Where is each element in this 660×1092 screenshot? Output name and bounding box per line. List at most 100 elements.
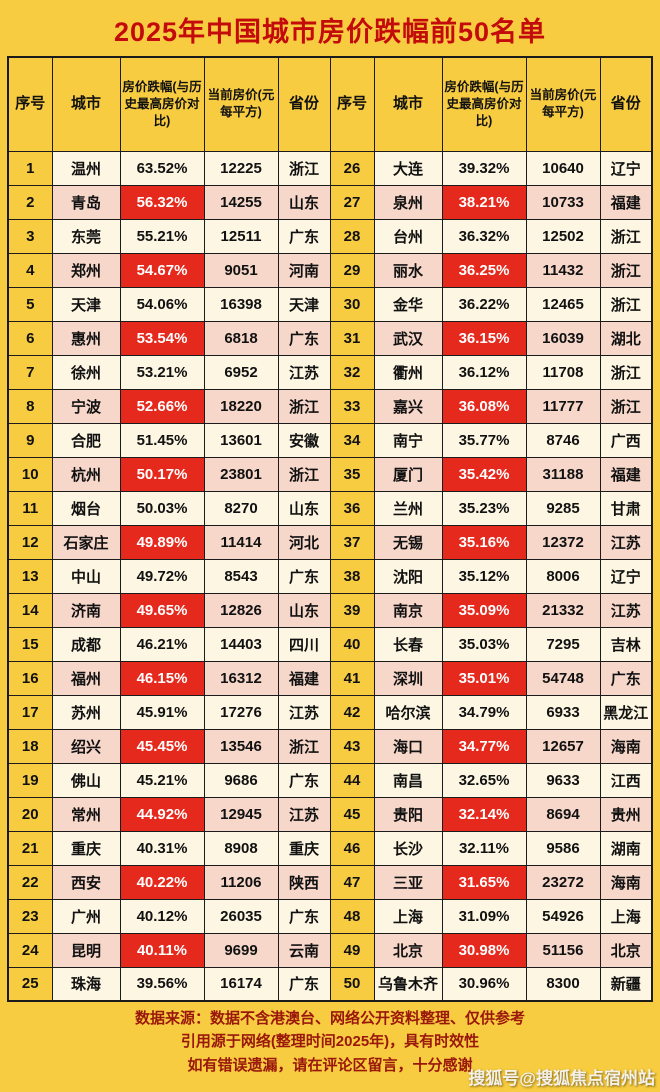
cell-rank: 1 xyxy=(7,150,53,186)
cell-drop: 34.79% xyxy=(441,694,527,730)
cell-city: 武汉 xyxy=(373,320,443,356)
cell-city: 珠海 xyxy=(51,966,121,1002)
cell-rank: 38 xyxy=(329,558,375,594)
cell-drop: 35.16% xyxy=(441,524,527,560)
cell-province: 辽宁 xyxy=(599,558,653,594)
col-header-price: 当前房价(元每平方) xyxy=(203,56,279,152)
cell-price: 14255 xyxy=(203,184,279,220)
cell-drop: 40.31% xyxy=(119,830,205,866)
cell-price: 8270 xyxy=(203,490,279,526)
cell-rank: 49 xyxy=(329,932,375,968)
cell-province: 广东 xyxy=(277,966,331,1002)
cell-drop: 54.06% xyxy=(119,286,205,322)
cell-city: 哈尔滨 xyxy=(373,694,443,730)
cell-price: 16312 xyxy=(203,660,279,696)
cell-price: 9633 xyxy=(525,762,601,798)
cell-price: 9699 xyxy=(203,932,279,968)
cell-price: 9051 xyxy=(203,252,279,288)
cell-city: 昆明 xyxy=(51,932,121,968)
cell-province: 重庆 xyxy=(277,830,331,866)
cell-city: 丽水 xyxy=(373,252,443,288)
cell-province: 广东 xyxy=(277,320,331,356)
table-row: 5 天津 54.06% 16398 天津 30 金华 36.22% 12465 浙江 xyxy=(7,286,653,322)
cell-rank: 17 xyxy=(7,694,53,730)
table-row: 21 重庆 40.31% 8908 重庆 46 长沙 32.11% 9586 湖南 xyxy=(7,830,653,866)
cell-price: 6933 xyxy=(525,694,601,730)
cell-province: 江苏 xyxy=(599,592,653,628)
cell-drop: 46.15% xyxy=(119,660,205,696)
cell-city: 重庆 xyxy=(51,830,121,866)
col-header-rank: 序号 xyxy=(329,56,375,152)
cell-city: 乌鲁木齐 xyxy=(373,966,443,1002)
watermark: 搜狐号@搜狐焦点宿州站 xyxy=(468,1069,655,1088)
cell-city: 大连 xyxy=(373,150,443,186)
cell-drop: 50.03% xyxy=(119,490,205,526)
cell-drop: 35.09% xyxy=(441,592,527,628)
cell-province: 浙江 xyxy=(599,354,653,390)
table-row: 9 合肥 51.45% 13601 安徽 34 南宁 35.77% 8746 广西 xyxy=(7,422,653,458)
cell-province: 甘肃 xyxy=(599,490,653,526)
cell-city: 合肥 xyxy=(51,422,121,458)
cell-price: 7295 xyxy=(525,626,601,662)
cell-rank: 27 xyxy=(329,184,375,220)
page-title: 2025年中国城市房价跌幅前50名单 xyxy=(113,17,547,47)
cell-city: 苏州 xyxy=(51,694,121,730)
cell-rank: 9 xyxy=(7,422,53,458)
cell-price: 12826 xyxy=(203,592,279,628)
cell-city: 南京 xyxy=(373,592,443,628)
cell-rank: 22 xyxy=(7,864,53,900)
cell-rank: 19 xyxy=(7,762,53,798)
cell-city: 南宁 xyxy=(373,422,443,458)
cell-drop: 32.11% xyxy=(441,830,527,866)
cell-price: 13601 xyxy=(203,422,279,458)
col-header-rank: 序号 xyxy=(7,56,53,152)
cell-price: 11708 xyxy=(525,354,601,390)
cell-drop: 35.12% xyxy=(441,558,527,594)
cell-drop: 36.08% xyxy=(441,388,527,424)
cell-price: 12945 xyxy=(203,796,279,832)
cell-price: 14403 xyxy=(203,626,279,662)
cell-rank: 6 xyxy=(7,320,53,356)
cell-price: 10640 xyxy=(525,150,601,186)
cell-rank: 11 xyxy=(7,490,53,526)
cell-city: 兰州 xyxy=(373,490,443,526)
cell-rank: 32 xyxy=(329,354,375,390)
cell-rank: 46 xyxy=(329,830,375,866)
cell-drop: 49.89% xyxy=(119,524,205,560)
cell-rank: 13 xyxy=(7,558,53,594)
cell-price: 13546 xyxy=(203,728,279,764)
footer-line: 引用源于网络(整理时间2025年)，具有时效性 xyxy=(180,1033,480,1051)
cell-drop: 50.17% xyxy=(119,456,205,492)
cell-rank: 25 xyxy=(7,966,53,1002)
cell-rank: 24 xyxy=(7,932,53,968)
cell-price: 51156 xyxy=(525,932,601,968)
cell-city: 三亚 xyxy=(373,864,443,900)
cell-city: 海口 xyxy=(373,728,443,764)
cell-drop: 34.77% xyxy=(441,728,527,764)
cell-province: 广东 xyxy=(277,762,331,798)
footer-line: 数据来源：数据不含港澳台、网络公开资料整理、仅供参考 xyxy=(134,1010,525,1027)
cell-rank: 50 xyxy=(329,966,375,1002)
cell-province: 北京 xyxy=(599,932,653,968)
col-header-drop: 房价跌幅(与历史最高房价对比) xyxy=(119,56,205,152)
table-row: 24 昆明 40.11% 9699 云南 49 北京 30.98% 51156 北京 xyxy=(7,932,653,968)
cell-drop: 45.91% xyxy=(119,694,205,730)
cell-province: 陕西 xyxy=(277,864,331,900)
cell-province: 上海 xyxy=(599,898,653,934)
cell-rank: 2 xyxy=(7,184,53,220)
cell-city: 长沙 xyxy=(373,830,443,866)
cell-province: 浙江 xyxy=(277,456,331,492)
table-row: 13 中山 49.72% 8543 广东 38 沈阳 35.12% 8006 辽宁 xyxy=(7,558,653,594)
table-row: 22 西安 40.22% 11206 陕西 47 三亚 31.65% 23272 海南 xyxy=(7,864,653,900)
cell-rank: 30 xyxy=(329,286,375,322)
cell-rank: 3 xyxy=(7,218,53,254)
cell-price: 10733 xyxy=(525,184,601,220)
cell-drop: 35.03% xyxy=(441,626,527,662)
table-row: 14 济南 49.65% 12826 山东 39 南京 35.09% 21332 江苏 xyxy=(7,592,653,628)
footer-line: 如有错误遗漏，请在评论区留言，十分感谢 xyxy=(187,1056,473,1074)
cell-rank: 15 xyxy=(7,626,53,662)
cell-drop: 51.45% xyxy=(119,422,205,458)
cell-drop: 30.98% xyxy=(441,932,527,968)
cell-city: 厦门 xyxy=(373,456,443,492)
cell-drop: 32.65% xyxy=(441,762,527,798)
